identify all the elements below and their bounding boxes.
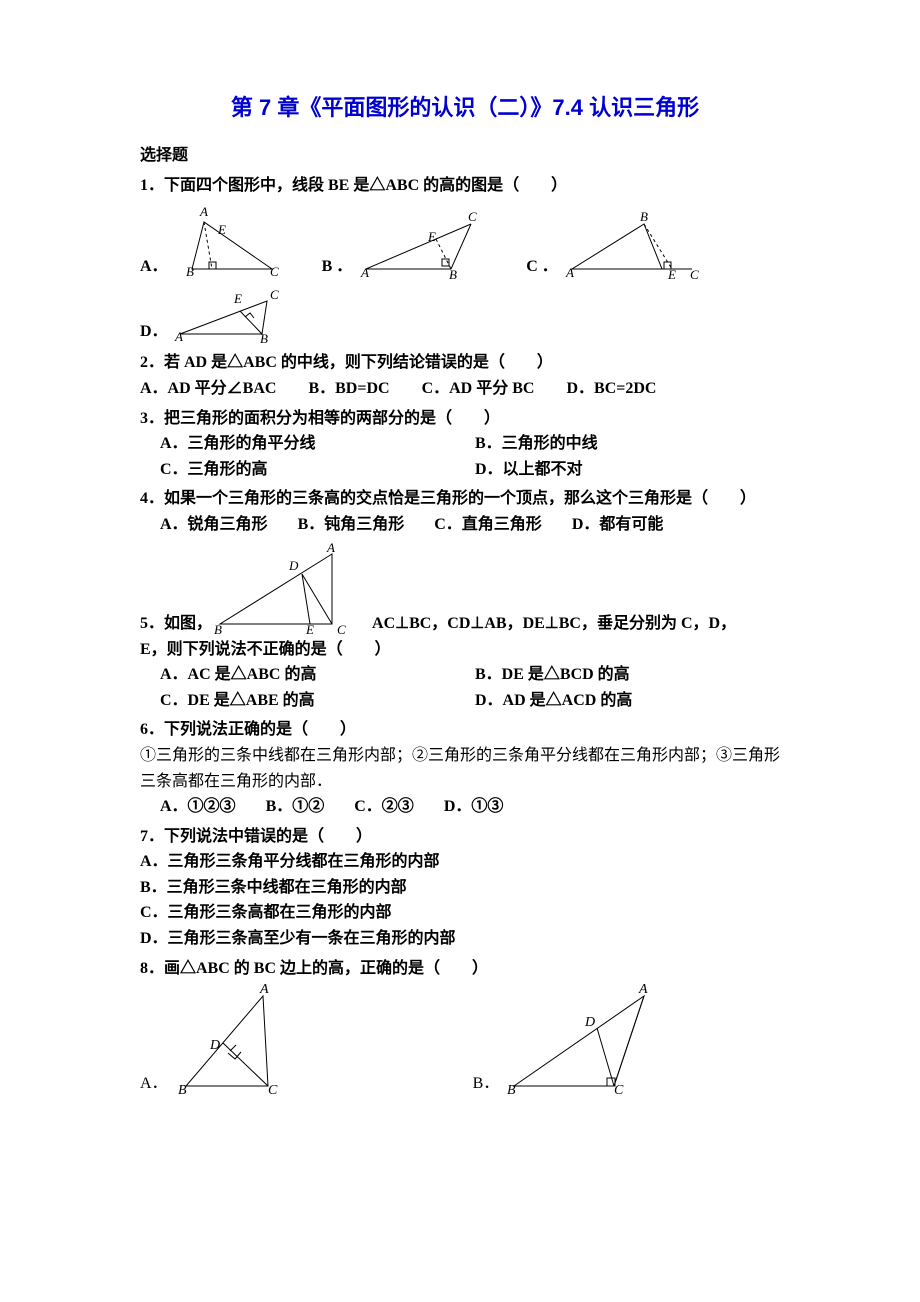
question-8: 8．画△ABC 的 BC 边上的高，正确的是（ ） A． A D B C B． … <box>140 956 790 1097</box>
section-heading: 选择题 <box>140 143 790 169</box>
q3-option-d: D．以上都不对 <box>475 457 790 483</box>
q7-option-a: A．三角形三条角平分线都在三角形的内部 <box>140 849 790 875</box>
svg-text:B: B <box>214 622 222 637</box>
q6-statements: ①三角形的三条中线都在三角形内部；②三角形的三条角平分线都在三角形内部；③三角形… <box>140 743 790 794</box>
q1-label-c: C ． <box>526 254 558 280</box>
q7-option-d: D．三角形三条高至少有一条在三角形的内部 <box>140 926 790 952</box>
question-3: 3．把三角形的面积分为相等的两部分的是（ ） A．三角形的角平分线 B．三角形的… <box>140 406 790 483</box>
svg-text:A: A <box>174 329 183 344</box>
q1-label-a: A． <box>140 254 168 280</box>
q8-fig-a: A D B C <box>168 981 313 1096</box>
q4-text: 4．如果一个三角形的三条高的交点恰是三角形的一个顶点，那么这个三角形是（ ） <box>140 486 790 512</box>
svg-text:D: D <box>209 1038 220 1053</box>
svg-text:B: B <box>186 264 194 279</box>
svg-text:B: B <box>178 1083 187 1096</box>
q3-options-2: C．三角形的高 D．以上都不对 <box>160 457 790 483</box>
q5-options-2: C．DE 是△ABE 的高 D．AD 是△ACD 的高 <box>160 688 790 714</box>
q5-mid: AC⊥BC，CD⊥AB，DE⊥BC，垂足分别为 C，D， <box>372 611 736 637</box>
svg-text:B: B <box>507 1083 516 1096</box>
q7-option-b: B．三角形三条中线都在三角形的内部 <box>140 875 790 901</box>
svg-text:A: A <box>259 982 269 997</box>
q1-label-b: B ． <box>322 254 353 280</box>
q4-option-a: A．锐角三角形 <box>160 512 268 538</box>
svg-text:C: C <box>614 1083 624 1096</box>
q1-fig-b: C E A B <box>356 209 486 279</box>
q5-option-c: C．DE 是△ABE 的高 <box>160 688 475 714</box>
svg-text:D: D <box>584 1015 595 1030</box>
question-1: 1．下面四个图形中，线段 BE 是△ABC 的高的图是（ ） A． A E B … <box>140 173 790 345</box>
question-7: 7．下列说法中错误的是（ ） A．三角形三条角平分线都在三角形的内部 B．三角形… <box>140 824 790 952</box>
q5-options: A．AC 是△ABC 的高 B．DE 是△BCD 的高 <box>160 662 790 688</box>
svg-text:C: C <box>270 289 279 302</box>
q1-fig-c: B A E C <box>562 209 702 279</box>
q8-label-b: B． <box>473 1071 500 1097</box>
q8-option-a: A． A D B C <box>140 981 313 1096</box>
svg-text:B: B <box>260 331 268 344</box>
svg-text:A: A <box>360 265 369 279</box>
q1-label-d: D． <box>140 319 168 345</box>
svg-text:C: C <box>690 267 699 279</box>
q4-option-c: C．直角三角形 <box>434 512 542 538</box>
svg-text:E: E <box>667 267 676 279</box>
q5-option-a: A．AC 是△ABC 的高 <box>160 662 475 688</box>
svg-text:B: B <box>449 267 457 279</box>
q1-options: A． A E B C B ． C E A B <box>140 204 790 344</box>
q1-text: 1．下面四个图形中，线段 BE 是△ABC 的高的图是（ ） <box>140 173 790 199</box>
question-6: 6．下列说法正确的是（ ） ①三角形的三条中线都在三角形内部；②三角形的三条角平… <box>140 717 790 819</box>
q6-option-b: B．①② <box>266 794 325 820</box>
svg-text:C: C <box>468 209 477 224</box>
svg-text:A: A <box>199 204 208 219</box>
q1-option-d: D． C E A B <box>140 289 292 344</box>
q4-options: A．锐角三角形 B．钝角三角形 C．直角三角形 D．都有可能 <box>160 512 790 538</box>
q2-options: A．AD 平分∠BAC B．BD=DC C．AD 平分 BC D．BC=2DC <box>140 376 790 402</box>
q8-option-b: B． A D B C <box>473 981 660 1096</box>
question-4: 4．如果一个三角形的三条高的交点恰是三角形的一个顶点，那么这个三角形是（ ） A… <box>140 486 790 537</box>
q5-prefix: 5．如图， <box>140 611 212 637</box>
q6-option-a: A．①②③ <box>160 794 236 820</box>
q6-options: A．①②③ B．①② C．②③ D．①③ <box>160 794 790 820</box>
q1-option-a: A． A E B C <box>140 204 282 279</box>
q5-line2: E，则下列说法不正确的是（ ） <box>140 637 790 663</box>
q1-option-b: B ． C E A B <box>322 209 487 279</box>
svg-text:C: C <box>268 1083 278 1096</box>
q4-option-b: B．钝角三角形 <box>298 512 405 538</box>
question-2: 2．若 AD 是△ABC 的中线，则下列结论错误的是（ ） A．AD 平分∠BA… <box>140 350 790 401</box>
q3-option-c: C．三角形的高 <box>160 457 475 483</box>
question-5: 5．如图， A D B E C AC⊥BC，CD⊥AB，DE⊥BC，垂足分别为 … <box>140 542 790 714</box>
q5-figure: A D B E C <box>212 542 372 637</box>
svg-text:C: C <box>270 264 279 279</box>
q7-option-c: C．三角形三条高都在三角形的内部 <box>140 900 790 926</box>
svg-text:E: E <box>233 291 242 306</box>
q3-text: 3．把三角形的面积分为相等的两部分的是（ ） <box>140 406 790 432</box>
q4-option-d: D．都有可能 <box>572 512 664 538</box>
page-title: 第 7 章《平面图形的认识（二）》7.4 认识三角形 <box>140 90 790 125</box>
q6-option-c: C．②③ <box>354 794 414 820</box>
svg-text:D: D <box>288 558 299 573</box>
svg-text:A: A <box>326 542 335 555</box>
q8-fig-b: A D B C <box>499 981 659 1096</box>
q8-label-a: A． <box>140 1071 168 1097</box>
q5-option-d: D．AD 是△ACD 的高 <box>475 688 790 714</box>
q3-option-a: A．三角形的角平分线 <box>160 431 475 457</box>
svg-text:A: A <box>638 982 648 997</box>
q5-option-b: B．DE 是△BCD 的高 <box>475 662 790 688</box>
q6-text: 6．下列说法正确的是（ ） <box>140 717 790 743</box>
q3-options: A．三角形的角平分线 B．三角形的中线 <box>160 431 790 457</box>
q3-option-b: B．三角形的中线 <box>475 431 790 457</box>
q8-text: 8．画△ABC 的 BC 边上的高，正确的是（ ） <box>140 956 790 982</box>
svg-text:A: A <box>565 265 574 279</box>
svg-text:B: B <box>640 209 648 224</box>
q1-option-c: C ． B A E C <box>526 209 702 279</box>
q2-text: 2．若 AD 是△ABC 的中线，则下列结论错误的是（ ） <box>140 350 790 376</box>
q6-option-d: D．①③ <box>444 794 504 820</box>
q8-options: A． A D B C B． A D B C <box>140 981 790 1096</box>
q7-text: 7．下列说法中错误的是（ ） <box>140 824 790 850</box>
svg-text:E: E <box>305 622 314 637</box>
q1-fig-a: A E B C <box>172 204 282 279</box>
svg-text:C: C <box>337 622 346 637</box>
svg-text:E: E <box>217 222 226 237</box>
q1-fig-d: C E A B <box>172 289 292 344</box>
